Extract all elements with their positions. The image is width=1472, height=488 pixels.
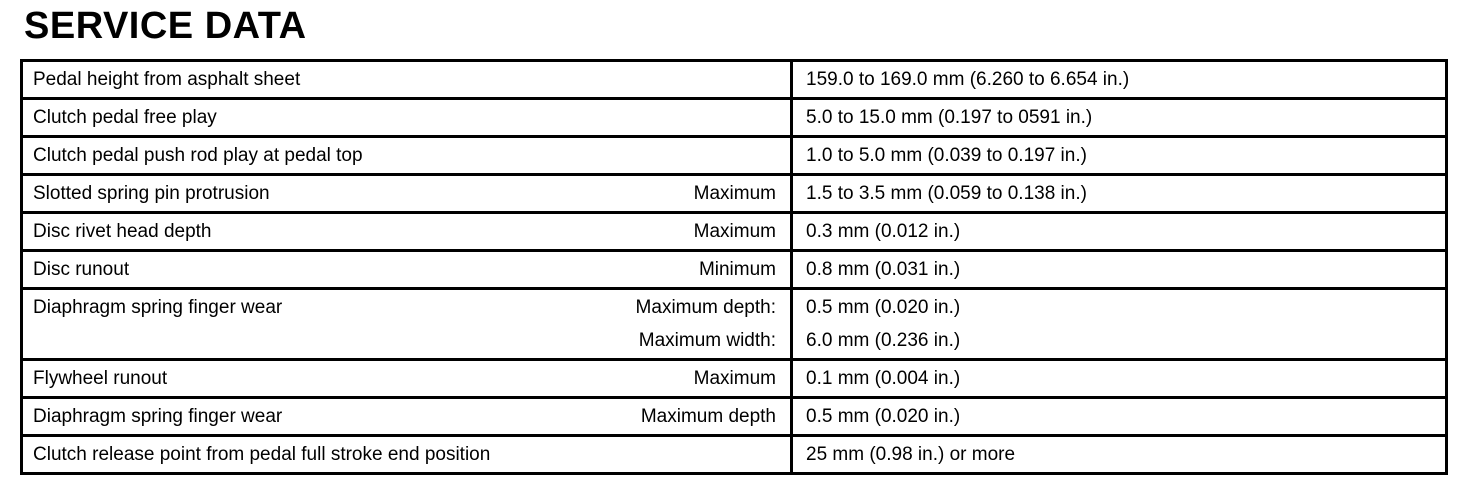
spec-value-cell: 0.8 mm (0.031 in.) [790,252,1445,287]
table-row: Diaphragm spring finger wear Maximum dept… [23,396,1445,434]
spec-label: Diaphragm spring finger wear [33,406,283,427]
spec-qualifiers: Maximum [694,214,776,249]
spec-label: Clutch pedal push rod play at pedal top [33,145,363,166]
spec-value-cell: 0.5 mm (0.020 in.) 6.0 mm (0.236 in.) [790,290,1445,358]
spec-qualifiers: Maximum [694,176,776,211]
spec-label-cell: Disc runout Minimum [23,252,790,287]
spec-value-cell: 25 mm (0.98 in.) or more [790,437,1445,472]
spec-value: 0.8 mm (0.031 in.) [806,259,961,280]
spec-value-cell: 0.5 mm (0.020 in.) [790,399,1445,434]
spec-label: Diaphragm spring finger wear [33,297,283,318]
spec-qualifier: Maximum depth: [635,297,776,318]
page-title: SERVICE DATA [24,5,307,47]
spec-value: 1.0 to 5.0 mm (0.039 to 0.197 in.) [806,145,1087,166]
table-row: Pedal height from asphalt sheet 159.0 to … [23,62,1445,97]
spec-value: 1.5 to 3.5 mm (0.059 to 0.138 in.) [806,183,1087,204]
spec-label: Disc rivet head depth [33,221,212,242]
spec-value-cell: 0.3 mm (0.012 in.) [790,214,1445,249]
spec-label: Disc runout [33,259,130,280]
spec-qualifier: Minimum [698,259,776,280]
spec-qualifiers: Maximum depth [641,399,776,434]
table-row: Disc runout Minimum 0.8 mm (0.031 in.) [23,249,1445,287]
table-row: Clutch pedal push rod play at pedal top 1… [23,135,1445,173]
table-row: Clutch release point from pedal full str… [23,434,1445,472]
spec-value: 0.3 mm (0.012 in.) [806,221,961,242]
spec-label-cell: Clutch pedal push rod play at pedal top [23,138,790,173]
spec-value-cell: 1.0 to 5.0 mm (0.039 to 0.197 in.) [790,138,1445,173]
spec-label: Flywheel runout [33,368,168,389]
spec-label: Clutch release point from pedal full str… [33,444,491,465]
spec-qualifiers: Minimum [699,252,776,287]
spec-label: Slotted spring pin protrusion [33,183,270,204]
spec-value-cell: 1.5 to 3.5 mm (0.059 to 0.138 in.) [790,176,1445,211]
service-table-body: Pedal height from asphalt sheet 159.0 to … [23,62,1445,472]
table-row: Disc rivet head depth Maximum 0.3 mm (0.01… [23,211,1445,249]
spec-qualifier: Maximum depth [640,406,776,427]
spec-qualifier: Maximum [693,183,776,204]
spec-value: 5.0 to 15.0 mm (0.197 to 0591 in.) [806,107,1093,128]
spec-label-cell: Flywheel runout Maximum [23,361,790,396]
spec-label-cell: Diaphragm spring finger wear Maximum dept… [23,399,790,434]
spec-value: 25 mm (0.98 in.) or more [806,444,1016,465]
spec-label: Clutch pedal free play [33,107,217,128]
spec-value-cell: 0.1 mm (0.004 in.) [790,361,1445,396]
spec-qualifiers: Maximum [694,361,776,396]
spec-value: 0.1 mm (0.004 in.) [806,368,961,389]
table-row: Flywheel runout Maximum 0.1 mm (0.004 in.) [23,358,1445,396]
spec-qualifiers: Maximum depth: Maximum width: [636,291,776,357]
spec-value-cell: 159.0 to 169.0 mm (6.260 to 6.654 in.) [790,62,1445,97]
spec-value-cell: 5.0 to 15.0 mm (0.197 to 0591 in.) [790,100,1445,135]
spec-value: 159.0 to 169.0 mm (6.260 to 6.654 in.) [806,69,1130,90]
spec-label-cell: Clutch pedal free play [23,100,790,135]
spec-label-cell: Pedal height from asphalt sheet [23,62,790,97]
spec-label-cell: Clutch release point from pedal full str… [23,437,790,472]
spec-label: Pedal height from asphalt sheet [33,69,301,90]
spec-qualifier: Maximum [693,221,776,242]
service-data-table: Pedal height from asphalt sheet 159.0 to … [20,59,1448,475]
table-row: Diaphragm spring finger wear Maximum dept… [23,287,1445,358]
table-row: Clutch pedal free play 5.0 to 15.0 mm (0.… [23,97,1445,135]
spec-value: 0.5 mm (0.020 in.) [806,406,961,427]
spec-label-cell: Slotted spring pin protrusion Maximum [23,176,790,211]
spec-qualifier: Maximum width: [638,330,776,351]
spec-value: 0.5 mm (0.020 in.) [806,297,961,318]
table-row: Slotted spring pin protrusion Maximum 1.5 … [23,173,1445,211]
spec-label-cell: Disc rivet head depth Maximum [23,214,790,249]
spec-value: 6.0 mm (0.236 in.) [806,330,961,351]
spec-label-cell: Diaphragm spring finger wear Maximum dept… [23,290,790,358]
spec-qualifier: Maximum [693,368,776,389]
